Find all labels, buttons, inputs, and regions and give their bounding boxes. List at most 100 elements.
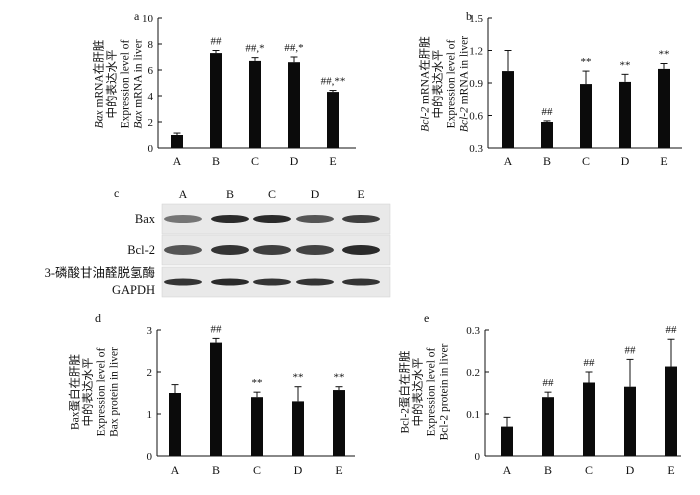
y-axis-label: Bax蛋白在肝脏中的表达水平Expression level ofBax pro…: [68, 347, 121, 437]
y-tick-label: 4: [148, 91, 154, 103]
panel-letter: b: [466, 9, 472, 23]
bar: [502, 71, 514, 148]
y-axis-label-segment: Expression level of: [120, 39, 132, 128]
y-axis-label-line: Bcl-2蛋白在肝脏: [398, 350, 412, 433]
y-axis-label-segment: mRNA在肝脏: [92, 40, 106, 111]
significance-label: **: [252, 377, 263, 389]
x-tick-label: D: [290, 154, 299, 168]
y-axis-label-segment: Bax: [133, 110, 145, 129]
bar: [619, 81, 631, 148]
bar: [327, 92, 339, 148]
y-tick-label: 10: [142, 13, 154, 25]
y-tick-label: 0: [148, 143, 154, 155]
bar: [665, 366, 677, 456]
blot-row-label: 3-磷酸甘油醛脱氢酶: [45, 265, 155, 280]
y-axis-label: Bcl-2 mRNA在肝脏中的表达水平Expression level of Bc…: [418, 36, 471, 132]
bar: [501, 426, 513, 456]
y-tick-label: 6: [148, 65, 154, 77]
x-tick-label: A: [171, 463, 180, 477]
y-tick-label: 0.2: [466, 367, 480, 379]
y-tick-label: 0.9: [469, 78, 483, 90]
y-axis-label-line: 中的表达水平: [81, 358, 95, 427]
y-tick-label: 0: [475, 451, 481, 463]
significance-label: **: [334, 372, 345, 384]
significance-label: ##: [625, 344, 637, 356]
blot-band: [342, 245, 380, 255]
bar: [210, 342, 222, 456]
x-tick-label: C: [253, 463, 261, 477]
y-tick-label: 0.3: [466, 325, 480, 337]
significance-label: **: [581, 56, 592, 68]
significance-label: ##,*: [245, 43, 264, 55]
blot-band: [211, 245, 249, 255]
blot-band: [164, 215, 202, 223]
significance-label: ##: [211, 36, 223, 48]
x-tick-label: A: [503, 463, 512, 477]
lane-label: A: [179, 187, 188, 201]
x-tick-label: B: [212, 463, 220, 477]
y-axis-label-line: Expression level of: [426, 347, 438, 436]
y-tick-label: 8: [148, 39, 154, 51]
y-axis-label-line: 中的表达水平: [411, 358, 425, 427]
panel-b-bcl2-mrna-chart: b 0.3 0.6 0.9 1.2 1.5 A ## B ** C ** D ** E Bcl-2 mRNA在…: [418, 9, 682, 168]
y-tick-label: 0.6: [469, 111, 483, 123]
y-axis-label-segment: 中的表达水平: [105, 50, 119, 119]
bar: [541, 122, 553, 148]
x-tick-label: B: [544, 463, 552, 477]
bar: [583, 382, 595, 456]
blot-row-label: Bax: [135, 212, 156, 226]
x-tick-label: E: [667, 463, 674, 477]
bar: [658, 68, 670, 148]
y-axis-label-line: Expression level of: [446, 39, 458, 128]
bar: [580, 84, 592, 148]
blot-band: [164, 245, 202, 255]
x-tick-label: D: [621, 154, 630, 168]
x-tick-label: D: [626, 463, 635, 477]
blot-band: [211, 278, 249, 286]
y-tick-label: 3: [147, 325, 153, 337]
blot-band: [253, 215, 291, 223]
bar: [210, 53, 222, 148]
y-tick-label: 0.1: [466, 409, 480, 421]
y-axis-label-segment: Bcl-2: [420, 107, 432, 132]
y-axis-label-segment: Expression level of: [426, 347, 438, 436]
y-axis-label-segment: Bax: [94, 109, 106, 128]
blot-band: [342, 278, 380, 286]
y-axis-label-segment: Expression level of: [96, 347, 108, 436]
x-tick-label: E: [329, 154, 336, 168]
significance-label: ##: [666, 324, 678, 336]
lane-label: D: [311, 187, 320, 201]
bar: [333, 390, 345, 456]
y-tick-label: 1.2: [469, 46, 483, 58]
x-tick-label: C: [582, 154, 590, 168]
y-axis-label-segment: Bax蛋白在肝脏: [68, 354, 82, 430]
y-axis-label-line: Bax protein in liver: [109, 347, 121, 437]
panel-letter: a: [134, 9, 140, 23]
y-axis-label-line: Bcl-2 mRNA在肝脏: [418, 36, 432, 132]
lane-label: C: [268, 187, 276, 201]
y-axis-label-line: Expression level of: [96, 347, 108, 436]
panel-c-western-blot: c A B C D E Bax Bcl-2 3-磷酸甘油醛脱氢酶 GAPDH: [45, 186, 391, 298]
x-tick-label: C: [251, 154, 259, 168]
significance-label: ##,*: [284, 42, 303, 54]
significance-label: ##: [543, 377, 555, 389]
y-axis-label-segment: Bax protein in liver: [109, 347, 121, 437]
blot-band: [211, 215, 249, 223]
significance-label: **: [659, 49, 670, 61]
significance-label: ##: [584, 357, 596, 369]
significance-label: ##,**: [321, 76, 346, 88]
y-axis-label-line: 中的表达水平: [431, 50, 445, 119]
y-axis-label-line: Bcl-2 protein in liver: [439, 343, 451, 440]
x-tick-label: B: [212, 154, 220, 168]
panel-d-bax-protein-chart: d 0 1 2 3 A ## B ** C ** D ** E Bax蛋白在肝脏中的表达水平Expressi…: [68, 311, 355, 477]
y-axis-label-line: 中的表达水平: [105, 50, 119, 119]
x-tick-label: A: [173, 154, 182, 168]
y-axis-label-line: Bax mRNA in liver: [133, 39, 145, 128]
bar: [288, 62, 300, 149]
blot-band: [296, 278, 334, 286]
y-axis-label-segment: 中的表达水平: [431, 50, 445, 119]
significance-label: **: [620, 59, 631, 71]
panel-letter: e: [424, 311, 429, 325]
y-axis-label-segment: 中的表达水平: [81, 358, 95, 427]
